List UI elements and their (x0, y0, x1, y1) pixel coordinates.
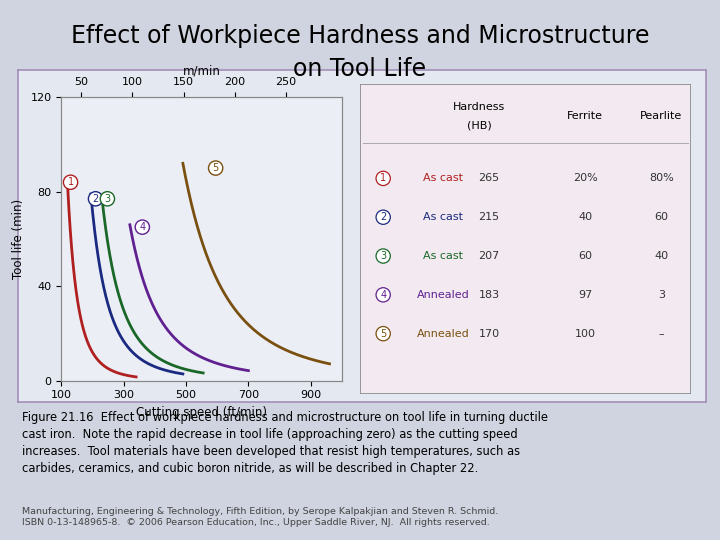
Text: Hardness: Hardness (453, 102, 505, 112)
Text: 100: 100 (575, 329, 595, 339)
Text: Annealed: Annealed (416, 329, 469, 339)
Text: (HB): (HB) (467, 120, 492, 131)
Text: 80%: 80% (649, 173, 674, 184)
Text: 265: 265 (479, 173, 500, 184)
Text: Effect of Workpiece Hardness and Microstructure: Effect of Workpiece Hardness and Microst… (71, 24, 649, 48)
X-axis label: m/min: m/min (183, 65, 220, 78)
X-axis label: Cutting speed (ft/min): Cutting speed (ft/min) (136, 406, 267, 419)
Text: 207: 207 (479, 251, 500, 261)
Text: As cast: As cast (423, 173, 463, 184)
Text: 97: 97 (578, 290, 593, 300)
Text: 2: 2 (92, 194, 99, 204)
Text: 4: 4 (139, 222, 145, 232)
Text: Ferrite: Ferrite (567, 111, 603, 122)
Text: 4: 4 (380, 290, 386, 300)
Text: 60: 60 (578, 251, 593, 261)
Text: Manufacturing, Engineering & Technology, Fifth Edition, by Serope Kalpakjian and: Manufacturing, Engineering & Technology,… (22, 507, 498, 526)
Text: 3: 3 (104, 194, 110, 204)
Text: 215: 215 (479, 212, 500, 222)
Text: Annealed: Annealed (416, 290, 469, 300)
Text: –: – (659, 329, 665, 339)
Text: 60: 60 (654, 212, 668, 222)
Y-axis label: Tool life (min): Tool life (min) (12, 199, 24, 279)
Text: Pearlite: Pearlite (640, 111, 683, 122)
Text: 1: 1 (380, 173, 386, 184)
Text: 20%: 20% (573, 173, 598, 184)
Text: 5: 5 (212, 163, 219, 173)
Text: on Tool Life: on Tool Life (294, 57, 426, 80)
Text: 2: 2 (380, 212, 387, 222)
Text: 1: 1 (68, 177, 73, 187)
Text: As cast: As cast (423, 251, 463, 261)
Text: Figure 21.16  Effect of workpiece hardness and microstructure on tool life in tu: Figure 21.16 Effect of workpiece hardnes… (22, 411, 548, 476)
Text: 40: 40 (654, 251, 668, 261)
Text: 40: 40 (578, 212, 593, 222)
Text: 3: 3 (658, 290, 665, 300)
Text: 5: 5 (380, 329, 387, 339)
Text: As cast: As cast (423, 212, 463, 222)
Text: 3: 3 (380, 251, 386, 261)
Text: 183: 183 (479, 290, 500, 300)
Text: 170: 170 (479, 329, 500, 339)
